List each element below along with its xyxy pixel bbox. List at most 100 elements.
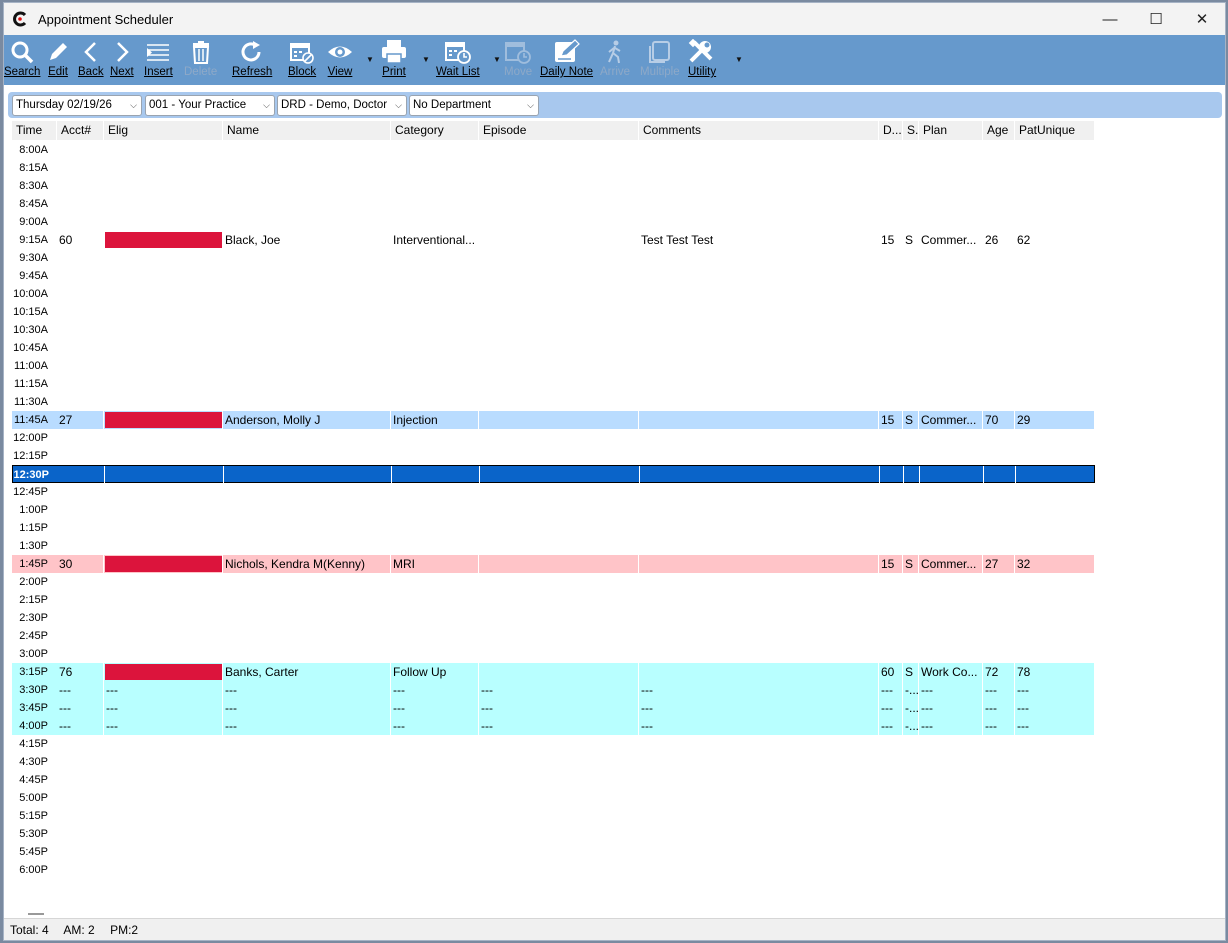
- time-slot-row[interactable]: 4:45P: [12, 771, 1095, 789]
- time-slot-row[interactable]: 5:45P: [12, 843, 1095, 861]
- column-header-category[interactable]: Category: [391, 121, 479, 140]
- time-slot-row[interactable]: 8:45A: [12, 195, 1095, 213]
- column-header-d[interactable]: D...: [879, 121, 903, 140]
- time-slot-row[interactable]: 11:00A: [12, 357, 1095, 375]
- time-slot-row[interactable]: 3:00P: [12, 645, 1095, 663]
- time-slot-row[interactable]: 12:45P: [12, 483, 1095, 501]
- appointment-row[interactable]: 11:45A 27 Anderson, Molly J Injection 15 S Com…: [12, 411, 1095, 429]
- time-slot-row[interactable]: 12:00P: [12, 429, 1095, 447]
- column-header-elig[interactable]: Elig: [104, 121, 223, 140]
- column-header-time[interactable]: Time: [12, 121, 57, 140]
- department-select-value: No Department: [413, 99, 491, 111]
- time-slot-label: 1:45P: [19, 558, 48, 570]
- appointment-row[interactable]: 9:15A 60 Black, Joe Interventional... Test T…: [12, 231, 1095, 249]
- appointment-row[interactable]: 4:00P --- --- --- --- --- --- --- -... --- --- ---: [12, 717, 1095, 735]
- time-slot-row[interactable]: 9:00A: [12, 213, 1095, 231]
- time-slot-row[interactable]: 9:30A: [12, 249, 1095, 267]
- back-button[interactable]: Back: [78, 39, 104, 78]
- insert-button[interactable]: Insert: [144, 39, 173, 78]
- time-slot-row[interactable]: 10:00A: [12, 285, 1095, 303]
- time-slot-row[interactable]: 10:45A: [12, 339, 1095, 357]
- print-button[interactable]: Print: [380, 39, 408, 78]
- time-slot-label: 10:30A: [13, 324, 48, 336]
- time-slot-row[interactable]: 1:15P: [12, 519, 1095, 537]
- minimize-button[interactable]: —: [1087, 3, 1133, 35]
- column-header-acct[interactable]: Acct#: [57, 121, 104, 140]
- time-slot-row[interactable]: 1:30P: [12, 537, 1095, 555]
- time-slot-label: 3:45P: [19, 702, 48, 714]
- time-slot-label: 4:00P: [19, 720, 48, 732]
- time-slot-row[interactable]: 4:30P: [12, 753, 1095, 771]
- utility-button[interactable]: Utility: [688, 39, 716, 78]
- column-header-patunique[interactable]: PatUnique: [1015, 121, 1095, 140]
- daily-note-button[interactable]: Daily Note: [540, 39, 593, 78]
- toolbar-button-label: Print: [382, 66, 406, 78]
- time-slot-row[interactable]: 6:00P: [12, 861, 1095, 879]
- cell-episode: [479, 555, 639, 573]
- date-select-value: Thursday 02/19/26: [16, 99, 112, 111]
- cell-age: 72: [983, 663, 1015, 681]
- close-button[interactable]: ✕: [1179, 3, 1225, 35]
- column-header-name[interactable]: Name: [223, 121, 391, 140]
- dropdown-arrow-icon[interactable]: ▼: [422, 55, 430, 64]
- time-slot-row[interactable]: 8:30A: [12, 177, 1095, 195]
- column-header-comments[interactable]: Comments: [639, 121, 879, 140]
- time-slot-label: 9:15A: [19, 234, 48, 246]
- appointment-row[interactable]: 3:45P --- --- --- --- --- --- --- -... --- --- ---: [12, 699, 1095, 717]
- edit-button[interactable]: Edit: [46, 39, 70, 78]
- view-button[interactable]: View: [326, 39, 354, 78]
- time-slot-row[interactable]: 2:45P: [12, 627, 1095, 645]
- eligibility-cell: ---: [104, 717, 223, 735]
- toolbar-button-label: Block: [288, 66, 317, 78]
- time-slot-row[interactable]: 2:15P: [12, 591, 1095, 609]
- time-slot-row[interactable]: 5:15P: [12, 807, 1095, 825]
- dropdown-arrow-icon[interactable]: ▼: [493, 55, 501, 64]
- time-slot-row[interactable]: 5:00P: [12, 789, 1095, 807]
- horizontal-scroll-grip[interactable]: [28, 913, 44, 915]
- refresh-icon: [239, 39, 265, 65]
- time-slot-row[interactable]: 11:15A: [12, 375, 1095, 393]
- doctor-select[interactable]: DRD - Demo, Doctor ⌵: [277, 95, 407, 116]
- time-slot-label: 10:15A: [13, 306, 48, 318]
- cell-d: 15: [879, 231, 903, 249]
- column-header-episode[interactable]: Episode: [479, 121, 639, 140]
- practice-select[interactable]: 001 - Your Practice ⌵: [145, 95, 275, 116]
- refresh-button[interactable]: Refresh: [232, 39, 272, 78]
- time-slot-row[interactable]: 9:45A: [12, 267, 1095, 285]
- column-header-age[interactable]: Age: [983, 121, 1015, 140]
- time-slot-row[interactable]: 10:15A: [12, 303, 1095, 321]
- time-slot-row[interactable]: 4:15P: [12, 735, 1095, 753]
- window-title: Appointment Scheduler: [38, 11, 174, 27]
- eligibility-cell: [104, 411, 223, 429]
- cell-d: 15: [879, 555, 903, 573]
- time-slot-row[interactable]: 10:30A: [12, 321, 1095, 339]
- wait-list-button[interactable]: Wait List: [436, 39, 480, 78]
- time-slot-row[interactable]: 8:00A: [12, 141, 1095, 159]
- cell-age: [984, 466, 1016, 484]
- time-slot-row[interactable]: 11:30A: [12, 393, 1095, 411]
- date-select[interactable]: Thursday 02/19/26 ⌵: [12, 95, 142, 116]
- time-slot-label: 12:30P: [13, 469, 49, 481]
- time-slot-row[interactable]: 12:15P: [12, 447, 1095, 465]
- appointment-row[interactable]: 3:15P 76 Banks, Carter Follow Up 60 S Work Co.…: [12, 663, 1095, 681]
- toolbar-button-label: Edit: [48, 66, 68, 78]
- cell-patunique: ---: [1015, 699, 1095, 717]
- dropdown-arrow-icon[interactable]: ▼: [366, 55, 374, 64]
- time-slot-label: 11:15A: [13, 378, 48, 390]
- time-slot-row[interactable]: 2:30P: [12, 609, 1095, 627]
- next-button[interactable]: Next: [110, 39, 134, 78]
- time-slot-row[interactable]: 1:00P: [12, 501, 1095, 519]
- maximize-button[interactable]: ☐: [1133, 3, 1179, 35]
- appointment-row[interactable]: 1:45P 30 Nichols, Kendra M(Kenny) MRI 15 S Com…: [12, 555, 1095, 573]
- time-slot-row[interactable]: 2:00P: [12, 573, 1095, 591]
- department-select[interactable]: No Department ⌵: [409, 95, 539, 116]
- search-button[interactable]: Search: [4, 39, 40, 78]
- time-slot-row[interactable]: 5:30P: [12, 825, 1095, 843]
- column-header-s[interactable]: S...: [903, 121, 919, 140]
- appointment-row[interactable]: 3:30P --- --- --- --- --- --- --- -... --- --- ---: [12, 681, 1095, 699]
- dropdown-arrow-icon[interactable]: ▼: [735, 55, 743, 64]
- column-header-plan[interactable]: Plan: [919, 121, 983, 140]
- time-slot-row[interactable]: 8:15A: [12, 159, 1095, 177]
- block-button[interactable]: Block: [288, 39, 316, 78]
- selected-time-slot-row[interactable]: 12:30P: [12, 465, 1096, 484]
